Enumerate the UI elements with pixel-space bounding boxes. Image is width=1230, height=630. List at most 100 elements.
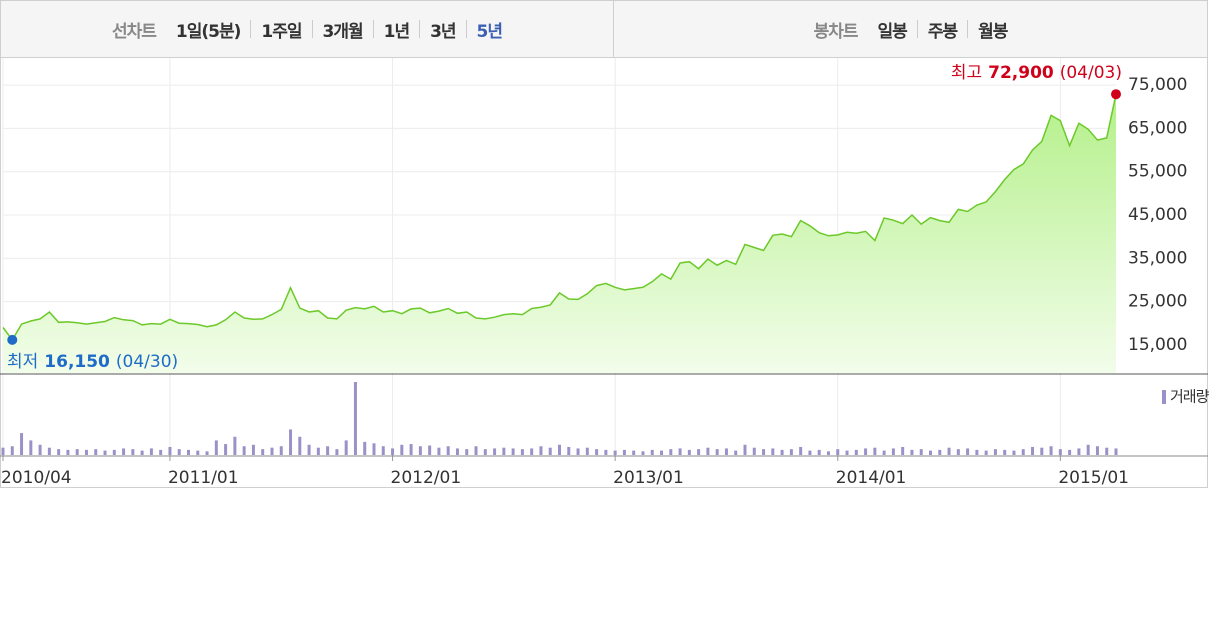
- volume-bar: [687, 449, 691, 455]
- volume-bar: [316, 447, 320, 455]
- min-label: 최저: [7, 352, 38, 372]
- volume-bar: [177, 449, 181, 455]
- volume-bar: [873, 447, 877, 455]
- volume-bar: [585, 447, 589, 455]
- tab-separator: [465, 20, 467, 38]
- volume-bar: [66, 449, 70, 455]
- y-tick-label: 35,000: [1128, 248, 1187, 268]
- volume-bar: [187, 449, 190, 455]
- legend-swatch: [1162, 390, 1166, 404]
- volume-bar: [678, 448, 682, 455]
- volume-bar: [122, 448, 126, 455]
- volume-bar: [993, 449, 997, 455]
- volume-bar: [632, 450, 636, 455]
- volume-bar: [697, 449, 701, 455]
- volume-bar: [502, 447, 506, 455]
- min-date: (04/30): [116, 352, 178, 372]
- period-tab[interactable]: 5년: [476, 21, 503, 42]
- volume-bar: [799, 446, 803, 455]
- period-tab[interactable]: 1년: [383, 21, 410, 42]
- volume-bar: [966, 448, 970, 455]
- volume-bar: [660, 450, 664, 455]
- volume-bar: [808, 450, 812, 455]
- line-chart-tabs: 선차트 1일(5분) 1주일 3개월 1년 3년 5년: [1, 1, 614, 57]
- period-tab[interactable]: 3개월: [322, 21, 364, 42]
- volume-bar: [75, 449, 79, 455]
- price-area: [3, 94, 1116, 373]
- period-tab[interactable]: 일봉: [877, 21, 908, 42]
- volume-bar: [929, 450, 932, 455]
- chart-frame: [0, 57, 1208, 488]
- min-dot: [7, 334, 18, 345]
- volume-bar: [650, 449, 654, 455]
- volume-bar: [910, 449, 914, 455]
- volume-bar: [826, 451, 830, 455]
- volume-bar: [270, 447, 274, 455]
- volume-bar: [465, 449, 469, 455]
- volume-bar: [196, 450, 200, 455]
- volume-bar: [409, 444, 413, 455]
- y-tick-label: 65,000: [1128, 118, 1187, 138]
- tab-bar: 선차트 1일(5분) 1주일 3개월 1년 3년 5년 봉차트 일봉 주봉 월봉: [0, 0, 1208, 58]
- tab-separator: [250, 20, 252, 38]
- volume-bar: [836, 449, 840, 455]
- tab-separator: [916, 20, 918, 38]
- period-tab[interactable]: 월봉: [978, 21, 1008, 42]
- volume-bar: [84, 449, 88, 455]
- volume-bar: [493, 448, 497, 455]
- volume-bar: [1012, 450, 1016, 455]
- volume-bar: [1068, 449, 1072, 455]
- volume-bar: [743, 444, 747, 455]
- volume-bar: [975, 449, 979, 455]
- volume-bar: [1049, 446, 1053, 455]
- volume-bar: [38, 444, 42, 455]
- volume-bar: [298, 436, 302, 455]
- tab-separator: [372, 20, 374, 38]
- volume-bar: [706, 447, 710, 455]
- volume-bar: [335, 449, 339, 455]
- volume-bar: [789, 449, 793, 455]
- volume-bar: [103, 450, 107, 455]
- volume-bar: [548, 447, 552, 455]
- volume-bar: [112, 449, 116, 455]
- tab-group-label: 선차트: [111, 21, 157, 42]
- volume-bar: [428, 445, 432, 455]
- volume-bar: [1031, 446, 1035, 455]
- x-tick-label: 2012/01: [391, 468, 462, 488]
- volume-bar: [576, 448, 580, 455]
- volume-bar: [539, 446, 543, 455]
- volume-bar: [10, 446, 14, 455]
- volume-bar: [530, 448, 534, 455]
- period-tab[interactable]: 주봉: [927, 21, 958, 42]
- volume-bar: [279, 446, 283, 455]
- tab-separator: [419, 20, 421, 38]
- volume-bar: [57, 449, 61, 455]
- period-tab[interactable]: 3년: [430, 21, 456, 42]
- volume-bar: [1003, 449, 1007, 455]
- volume-bar: [307, 444, 311, 455]
- volume-bar: [520, 449, 524, 455]
- period-tab[interactable]: 1일(5분): [175, 21, 241, 42]
- volume-bar: [1095, 446, 1099, 455]
- candle-chart-tabs: 봉차트 일봉 주봉 월봉: [614, 1, 1207, 57]
- volume-bar: [483, 449, 487, 455]
- volume-bar: [715, 449, 719, 455]
- volume-bar: [205, 451, 209, 455]
- period-tab[interactable]: 1주일: [261, 21, 302, 42]
- volume-bar: [604, 449, 608, 455]
- max-date: (04/03): [1060, 63, 1122, 83]
- volume-bar: [1058, 449, 1062, 455]
- volume-bar: [595, 449, 599, 455]
- volume-bar: [891, 448, 895, 455]
- volume-bar: [845, 450, 849, 455]
- y-tick-label: 45,000: [1128, 205, 1187, 225]
- volume-bar: [289, 429, 293, 455]
- min-value-label: 16,150: [44, 352, 110, 372]
- x-tick-label: 2010/04: [1, 468, 72, 488]
- volume-bar: [140, 450, 144, 455]
- min-annotation: 최저 16,150 (04/30): [7, 352, 178, 372]
- volume-bar: [567, 446, 571, 455]
- volume-bar: [474, 446, 478, 455]
- y-tick-label: 15,000: [1128, 335, 1187, 355]
